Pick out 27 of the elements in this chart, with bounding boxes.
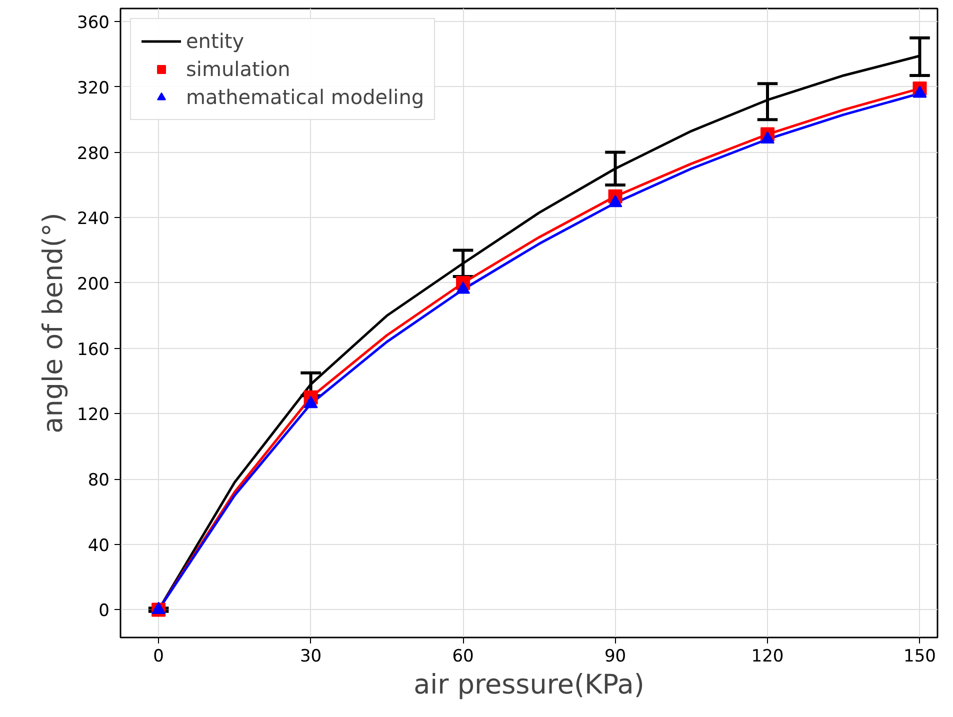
point <box>456 282 470 294</box>
x-tick-label: 120 <box>751 646 784 666</box>
x-tick-label: 150 <box>904 646 936 666</box>
x-tick-label: 60 <box>452 646 474 666</box>
y-tick-label: 200 <box>77 274 110 294</box>
x-axis-title: air pressure(KPa) <box>414 670 644 700</box>
y-tick-label: 80 <box>88 470 110 491</box>
y-tick-label: 160 <box>77 340 110 360</box>
legend-label: mathematical modeling <box>186 85 424 109</box>
x-tick-label: 0 <box>153 646 164 666</box>
point <box>608 194 622 208</box>
y-tick-label: 280 <box>77 144 110 164</box>
y-tick-label: 40 <box>88 536 110 556</box>
y-tick-label: 120 <box>77 405 110 426</box>
legend-label: entity <box>186 29 244 53</box>
point <box>912 85 927 98</box>
legend-label: simulation <box>186 57 290 81</box>
point <box>304 396 318 408</box>
y-tick-label: 360 <box>77 13 110 34</box>
x-tick-label: 30 <box>300 646 322 666</box>
point <box>760 131 775 144</box>
y-tick-label: 240 <box>77 209 110 230</box>
y-tick-label: 320 <box>77 78 110 98</box>
x-tick-label: 90 <box>604 646 626 666</box>
y-axis-title: angle of bend(°) <box>38 212 70 434</box>
point <box>152 602 166 614</box>
y-tick-label: 0 <box>98 601 110 622</box>
